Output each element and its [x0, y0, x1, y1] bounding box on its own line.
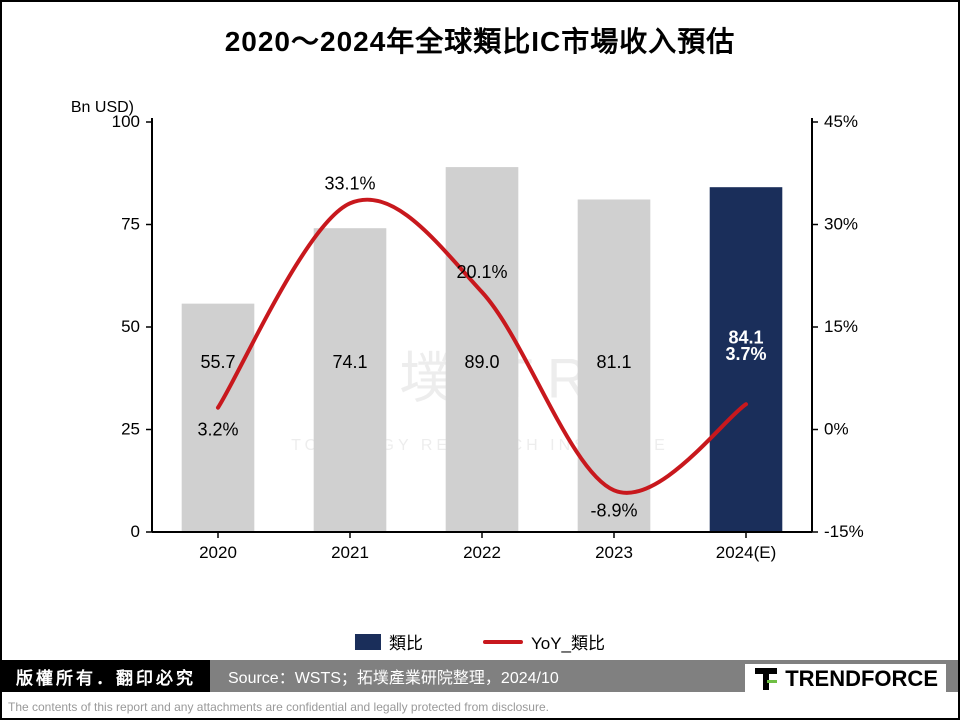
svg-text:3.7%: 3.7% [725, 344, 766, 364]
chart-svg: (Bn USD)0255075100-15%0%15%30%45%2020202… [72, 92, 892, 612]
legend-bar-swatch [355, 634, 381, 650]
svg-text:89.0: 89.0 [464, 352, 499, 372]
svg-text:0: 0 [131, 522, 140, 541]
legend-bar-label: 類比 [389, 629, 423, 654]
logo-icon [753, 666, 779, 692]
svg-text:45%: 45% [824, 112, 858, 131]
svg-text:74.1: 74.1 [332, 352, 367, 372]
svg-text:3.2%: 3.2% [197, 420, 238, 440]
svg-text:2024(E): 2024(E) [716, 543, 776, 562]
svg-text:100: 100 [112, 112, 140, 131]
svg-text:50: 50 [121, 317, 140, 336]
trendforce-logo: TRENDFORCE [745, 664, 946, 694]
chart-title: 2020～2024年全球類比IC市場收入預估 [2, 2, 958, 60]
legend-bar: 類比 [355, 629, 423, 654]
confidential-text: The contents of this report and any atta… [8, 700, 549, 714]
legend: 類比 YoY_類比 [355, 629, 605, 654]
svg-text:2023: 2023 [595, 543, 633, 562]
svg-text:2022: 2022 [463, 543, 501, 562]
legend-line-label: YoY_類比 [531, 629, 605, 654]
svg-text:75: 75 [121, 215, 140, 234]
svg-text:-8.9%: -8.9% [590, 500, 637, 520]
svg-text:55.7: 55.7 [200, 352, 235, 372]
svg-text:-15%: -15% [824, 522, 864, 541]
legend-line-swatch [483, 640, 523, 644]
slide-frame: 2020～2024年全球類比IC市場收入預估 拓墣 TRI TOPOLOGY R… [0, 0, 960, 720]
legend-line: YoY_類比 [483, 629, 605, 654]
svg-text:15%: 15% [824, 317, 858, 336]
svg-text:25: 25 [121, 420, 140, 439]
copyright-text: 版權所有．翻印必究 [2, 660, 210, 692]
chart-area: (Bn USD)0255075100-15%0%15%30%45%2020202… [72, 92, 892, 612]
svg-text:33.1%: 33.1% [324, 173, 375, 193]
logo-text: TRENDFORCE [785, 666, 938, 692]
svg-text:81.1: 81.1 [596, 352, 631, 372]
svg-text:2021: 2021 [331, 543, 369, 562]
svg-text:30%: 30% [824, 215, 858, 234]
svg-text:20.1%: 20.1% [456, 262, 507, 282]
svg-text:2020: 2020 [199, 543, 237, 562]
svg-text:0%: 0% [824, 420, 849, 439]
